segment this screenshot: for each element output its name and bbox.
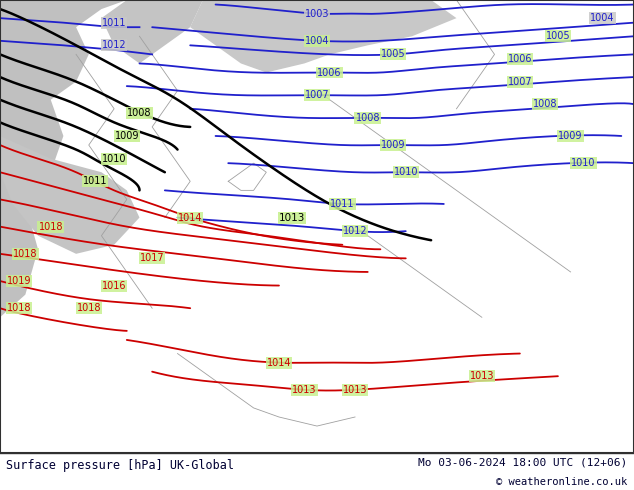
- Text: 1016: 1016: [102, 281, 126, 291]
- Text: 1019: 1019: [7, 276, 31, 286]
- Text: 1018: 1018: [39, 221, 63, 232]
- Text: 1014: 1014: [178, 213, 202, 222]
- Text: 1013: 1013: [279, 213, 306, 222]
- Text: 1012: 1012: [343, 226, 367, 236]
- Text: 1004: 1004: [590, 13, 614, 23]
- Text: 1006: 1006: [508, 54, 532, 64]
- Text: 1008: 1008: [356, 113, 380, 123]
- Text: © weatheronline.co.uk: © weatheronline.co.uk: [496, 477, 628, 487]
- Text: 1007: 1007: [305, 90, 329, 100]
- Text: 1017: 1017: [140, 253, 164, 263]
- Text: 1011: 1011: [102, 18, 126, 27]
- Text: Mo 03-06-2024 18:00 UTC (12+06): Mo 03-06-2024 18:00 UTC (12+06): [418, 458, 628, 467]
- Text: 1006: 1006: [318, 68, 342, 77]
- Polygon shape: [101, 0, 203, 64]
- Text: 1014: 1014: [267, 358, 291, 368]
- Text: 1003: 1003: [305, 9, 329, 19]
- Text: 1010: 1010: [394, 167, 418, 177]
- Text: 1018: 1018: [77, 303, 101, 313]
- Text: 1010: 1010: [571, 158, 595, 168]
- Text: 1013: 1013: [292, 385, 316, 395]
- Text: 1009: 1009: [381, 140, 405, 150]
- Text: 1008: 1008: [533, 99, 557, 109]
- Text: 1005: 1005: [381, 49, 405, 59]
- Text: 1018: 1018: [7, 303, 31, 313]
- Text: 1013: 1013: [343, 385, 367, 395]
- Text: 1013: 1013: [470, 371, 494, 381]
- Polygon shape: [0, 136, 139, 254]
- Text: 1009: 1009: [559, 131, 583, 141]
- Text: 1012: 1012: [102, 40, 126, 50]
- Text: 1004: 1004: [305, 36, 329, 46]
- Text: 1010: 1010: [102, 154, 126, 164]
- Text: 1018: 1018: [13, 249, 37, 259]
- Text: 1011: 1011: [83, 176, 107, 186]
- Text: 1009: 1009: [115, 131, 139, 141]
- Polygon shape: [190, 0, 456, 73]
- Text: Surface pressure [hPa] UK-Global: Surface pressure [hPa] UK-Global: [6, 459, 235, 471]
- Text: 1008: 1008: [127, 108, 152, 118]
- Text: 1005: 1005: [546, 31, 570, 41]
- Text: 1011: 1011: [330, 199, 354, 209]
- Text: 1007: 1007: [508, 76, 532, 87]
- Polygon shape: [0, 0, 127, 318]
